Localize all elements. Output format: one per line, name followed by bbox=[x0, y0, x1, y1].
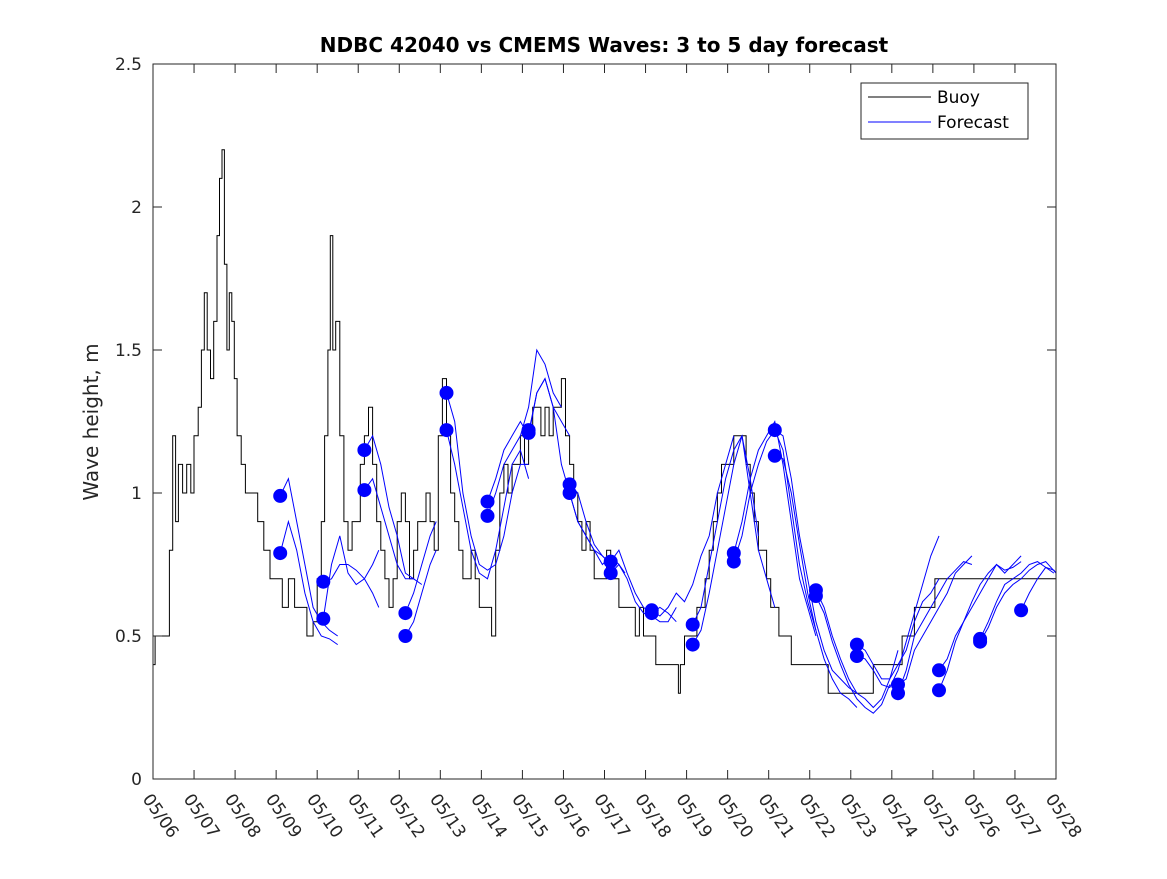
y-tick-label-4: 2 bbox=[131, 198, 142, 218]
series-forecast-line-11 bbox=[487, 348, 562, 517]
x-tick-label-9: 05/15 bbox=[507, 790, 551, 842]
data-layer bbox=[153, 149, 1057, 714]
forecast-marker-35 bbox=[973, 634, 988, 649]
x-tick-label-8: 05/14 bbox=[466, 790, 510, 842]
series-forecast-line-16 bbox=[610, 563, 677, 623]
forecast-marker-0 bbox=[273, 488, 288, 503]
x-tick-label-19: 05/25 bbox=[918, 790, 962, 842]
x-tick-label-15: 05/21 bbox=[754, 790, 798, 842]
chart-title: NDBC 42040 vs CMEMS Waves: 3 to 5 day fo… bbox=[320, 33, 889, 57]
y-tick-label-2: 1 bbox=[131, 484, 142, 504]
series-forecast-line-28 bbox=[897, 555, 973, 686]
series-forecast-line-8 bbox=[446, 392, 529, 571]
forecast-marker-6 bbox=[398, 606, 413, 621]
series-forecast-line-6 bbox=[404, 521, 437, 614]
forecast-marker-25 bbox=[767, 448, 782, 463]
forecast-marker-3 bbox=[316, 611, 331, 626]
series-forecast-line-34 bbox=[1020, 566, 1057, 611]
series-forecast-line-15 bbox=[610, 549, 677, 623]
series-forecast-line-0 bbox=[279, 519, 338, 646]
series-forecast-line-23 bbox=[774, 455, 858, 708]
forecast-marker-1 bbox=[273, 546, 288, 561]
series-forecast-line-30 bbox=[938, 555, 1022, 671]
y-tick-label-0: 0 bbox=[131, 770, 142, 790]
y-axis-label: Wave height, m bbox=[79, 343, 103, 500]
x-tick-label-21: 05/27 bbox=[1000, 790, 1044, 842]
series-forecast-line-17 bbox=[651, 435, 735, 617]
series-forecast-line-22 bbox=[774, 429, 858, 694]
series-forecast-line-4 bbox=[363, 477, 414, 580]
x-tick-label-12: 05/18 bbox=[630, 790, 674, 842]
forecast-marker-33 bbox=[932, 683, 946, 698]
series-forecast-line-32 bbox=[979, 561, 1055, 640]
forecast-marker-23 bbox=[726, 554, 741, 569]
legend-box bbox=[860, 82, 1029, 140]
series-forecast-line-24 bbox=[815, 589, 899, 709]
x-tick-label-22: 05/28 bbox=[1041, 790, 1085, 842]
series-forecast-line-33 bbox=[979, 561, 1057, 642]
x-tick-label-10: 05/16 bbox=[548, 790, 592, 842]
series-forecast-line-1 bbox=[279, 477, 338, 637]
forecast-marker-21 bbox=[685, 637, 700, 652]
plot-area bbox=[153, 64, 1056, 779]
forecast-marker-10 bbox=[480, 494, 495, 509]
legend: Buoy Forecast bbox=[860, 82, 1029, 140]
forecast-marker-13 bbox=[521, 425, 536, 440]
x-tick-label-6: 05/12 bbox=[384, 790, 428, 842]
series-forecast-line-2 bbox=[323, 564, 380, 608]
series-forecast-line-31 bbox=[938, 561, 1022, 691]
series-forecast-line-29 bbox=[897, 561, 973, 694]
series-forecast-line-26 bbox=[856, 578, 940, 680]
series-forecast-line-19 bbox=[692, 435, 759, 645]
series-forecast-line-5 bbox=[363, 434, 423, 585]
forecast-marker-32 bbox=[932, 663, 946, 678]
x-tick-label-2: 05/08 bbox=[220, 790, 264, 842]
x-tick-label-13: 05/19 bbox=[672, 790, 716, 842]
forecast-marker-29 bbox=[849, 649, 864, 663]
series-forecast-line-27 bbox=[856, 535, 940, 689]
forecast-marker-31 bbox=[891, 686, 905, 701]
series-forecast-line-20 bbox=[733, 420, 817, 637]
forecast-marker-11 bbox=[480, 508, 495, 523]
forecast-marker-9 bbox=[439, 423, 454, 438]
x-tick-label-14: 05/20 bbox=[713, 790, 757, 842]
x-tick-label-5: 05/11 bbox=[343, 790, 387, 842]
series-forecast-line-25 bbox=[815, 595, 891, 714]
series-forecast-line-7 bbox=[404, 550, 437, 637]
forecast-marker-15 bbox=[562, 486, 577, 500]
forecast-marker-19 bbox=[644, 606, 659, 621]
forecast-marker-7 bbox=[398, 629, 413, 643]
forecast-marker-24 bbox=[767, 423, 782, 438]
forecast-marker-8 bbox=[439, 385, 454, 400]
x-tick-label-0: 05/06 bbox=[138, 790, 182, 842]
forecast-marker-20 bbox=[685, 617, 700, 632]
series-forecast-line-18 bbox=[692, 434, 776, 625]
legend-forecast-label: Forecast bbox=[937, 113, 1009, 133]
x-tick-label-16: 05/22 bbox=[795, 790, 839, 842]
forecast-marker-5 bbox=[357, 483, 372, 498]
forecast-marker-36 bbox=[1014, 603, 1029, 618]
series-forecast-line-14 bbox=[569, 492, 609, 562]
forecast-marker-4 bbox=[357, 443, 372, 458]
y-tick-label-1: 0.5 bbox=[115, 627, 142, 647]
x-tick-label-18: 05/24 bbox=[877, 790, 921, 842]
forecast-marker-2 bbox=[316, 574, 331, 589]
y-tick-label-5: 2.5 bbox=[115, 55, 142, 75]
x-tick-label-11: 05/17 bbox=[589, 790, 633, 842]
x-tick-label-1: 05/07 bbox=[179, 790, 223, 842]
x-tick-label-3: 05/09 bbox=[261, 790, 305, 842]
x-tick-label-4: 05/10 bbox=[302, 790, 346, 842]
x-tick-label-7: 05/13 bbox=[425, 790, 469, 842]
x-tick-label-20: 05/26 bbox=[959, 790, 1003, 842]
legend-buoy-label: Buoy bbox=[937, 88, 980, 108]
series-forecast-line-9 bbox=[446, 429, 530, 580]
forecast-marker-27 bbox=[808, 589, 823, 603]
x-tick-label-17: 05/23 bbox=[836, 790, 880, 842]
y-tick-label-3: 1.5 bbox=[115, 341, 142, 361]
series-forecast-line-3 bbox=[322, 535, 380, 619]
forecast-marker-17 bbox=[603, 566, 618, 581]
